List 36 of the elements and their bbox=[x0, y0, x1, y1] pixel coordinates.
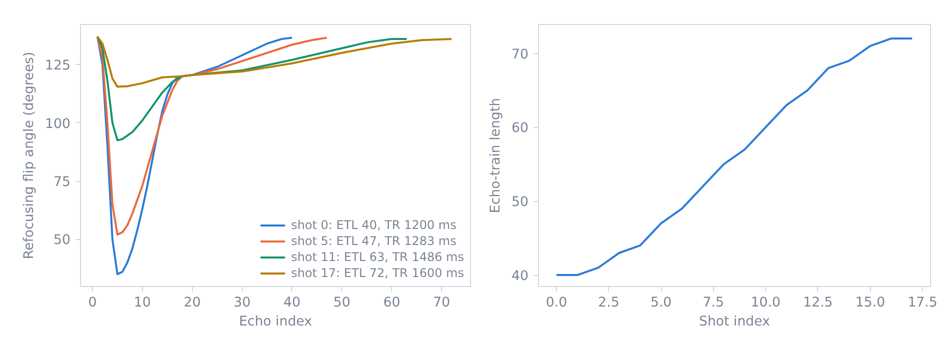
y-tick-label: 40 bbox=[512, 269, 529, 284]
line-series bbox=[96, 36, 453, 88]
legend-label: shot 0: ETL 40, TR 1200 ms bbox=[291, 218, 456, 232]
line-series bbox=[96, 36, 408, 142]
line-series bbox=[96, 36, 293, 276]
x-tick-label: 40 bbox=[283, 296, 300, 310]
y-tick-label: 50 bbox=[512, 195, 529, 210]
x-tick-label: 10.0 bbox=[750, 296, 781, 310]
x-axis-title: Shot index bbox=[699, 314, 770, 330]
x-tick-label: 50 bbox=[333, 296, 350, 310]
y-tick-label: 75 bbox=[54, 175, 71, 190]
x-tick-label: 2.5 bbox=[598, 296, 620, 310]
legend-label: shot 5: ETL 47, TR 1283 ms bbox=[291, 234, 456, 248]
y-tick-label: 100 bbox=[45, 116, 71, 132]
legend-label: shot 11: ETL 63, TR 1486 ms bbox=[291, 250, 464, 264]
x-tick-label: 30 bbox=[234, 296, 251, 310]
x-tick-label: 15.0 bbox=[855, 296, 886, 310]
y-tick-label: 50 bbox=[54, 233, 71, 248]
y-tick-label: 125 bbox=[45, 58, 71, 74]
x-tick-label: 17.5 bbox=[908, 296, 938, 310]
y-axis-title: Refocusing flip angle (degrees) bbox=[22, 52, 38, 260]
legend-label: shot 17: ETL 72, TR 1600 ms bbox=[291, 266, 464, 280]
x-axis-title: Echo index bbox=[238, 314, 312, 330]
x-tick-label: 10 bbox=[134, 296, 151, 310]
x-tick-label: 12.5 bbox=[803, 296, 833, 310]
line-series bbox=[555, 38, 914, 276]
y-tick-label: 60 bbox=[512, 121, 529, 136]
x-tick-label: 7.5 bbox=[702, 296, 724, 310]
y-tick-label: 70 bbox=[512, 47, 529, 62]
y-axis-title: Echo-train length bbox=[488, 98, 504, 214]
x-tick-label: 60 bbox=[383, 296, 400, 310]
x-tick-label: 5.0 bbox=[650, 296, 672, 310]
x-tick-label: 20 bbox=[184, 296, 201, 310]
x-tick-label: 0 bbox=[88, 296, 97, 310]
x-tick-label: 0.0 bbox=[546, 296, 568, 310]
x-tick-label: 70 bbox=[433, 296, 450, 310]
